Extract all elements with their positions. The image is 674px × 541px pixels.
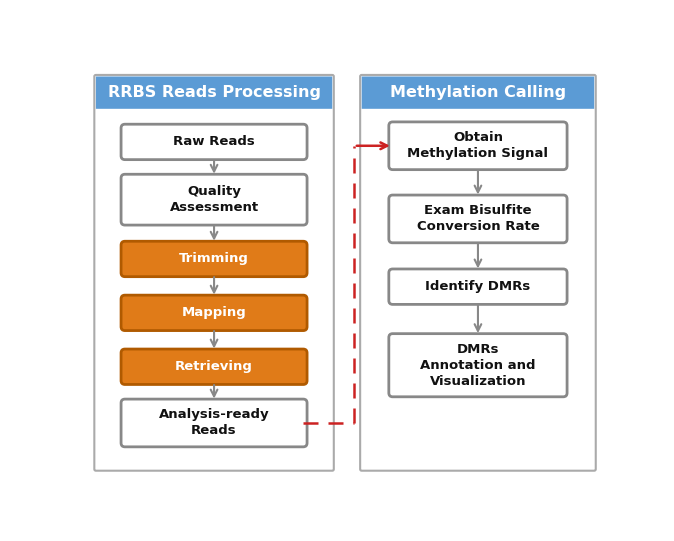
- Text: RRBS Reads Processing: RRBS Reads Processing: [108, 85, 321, 100]
- FancyBboxPatch shape: [121, 295, 307, 331]
- FancyBboxPatch shape: [121, 174, 307, 225]
- FancyBboxPatch shape: [121, 124, 307, 160]
- FancyBboxPatch shape: [389, 334, 567, 397]
- FancyBboxPatch shape: [389, 269, 567, 305]
- FancyBboxPatch shape: [389, 122, 567, 170]
- FancyBboxPatch shape: [360, 75, 596, 471]
- Text: Quality
Assessment: Quality Assessment: [169, 185, 259, 214]
- FancyBboxPatch shape: [94, 75, 334, 471]
- Text: Methylation Calling: Methylation Calling: [390, 85, 566, 100]
- Text: Analysis-ready
Reads: Analysis-ready Reads: [159, 408, 270, 438]
- FancyBboxPatch shape: [389, 195, 567, 243]
- FancyBboxPatch shape: [362, 76, 594, 109]
- FancyBboxPatch shape: [121, 349, 307, 385]
- FancyBboxPatch shape: [121, 241, 307, 276]
- FancyBboxPatch shape: [96, 76, 332, 109]
- Text: Identify DMRs: Identify DMRs: [425, 280, 530, 293]
- Text: Raw Reads: Raw Reads: [173, 135, 255, 148]
- FancyBboxPatch shape: [121, 399, 307, 447]
- Text: Mapping: Mapping: [182, 306, 247, 319]
- Text: Exam Bisulfite
Conversion Rate: Exam Bisulfite Conversion Rate: [417, 204, 539, 233]
- Text: Obtain
Methylation Signal: Obtain Methylation Signal: [408, 131, 549, 160]
- Text: Trimming: Trimming: [179, 253, 249, 266]
- Text: Retrieving: Retrieving: [175, 360, 253, 373]
- Text: DMRs
Annotation and
Visualization: DMRs Annotation and Visualization: [420, 342, 536, 388]
